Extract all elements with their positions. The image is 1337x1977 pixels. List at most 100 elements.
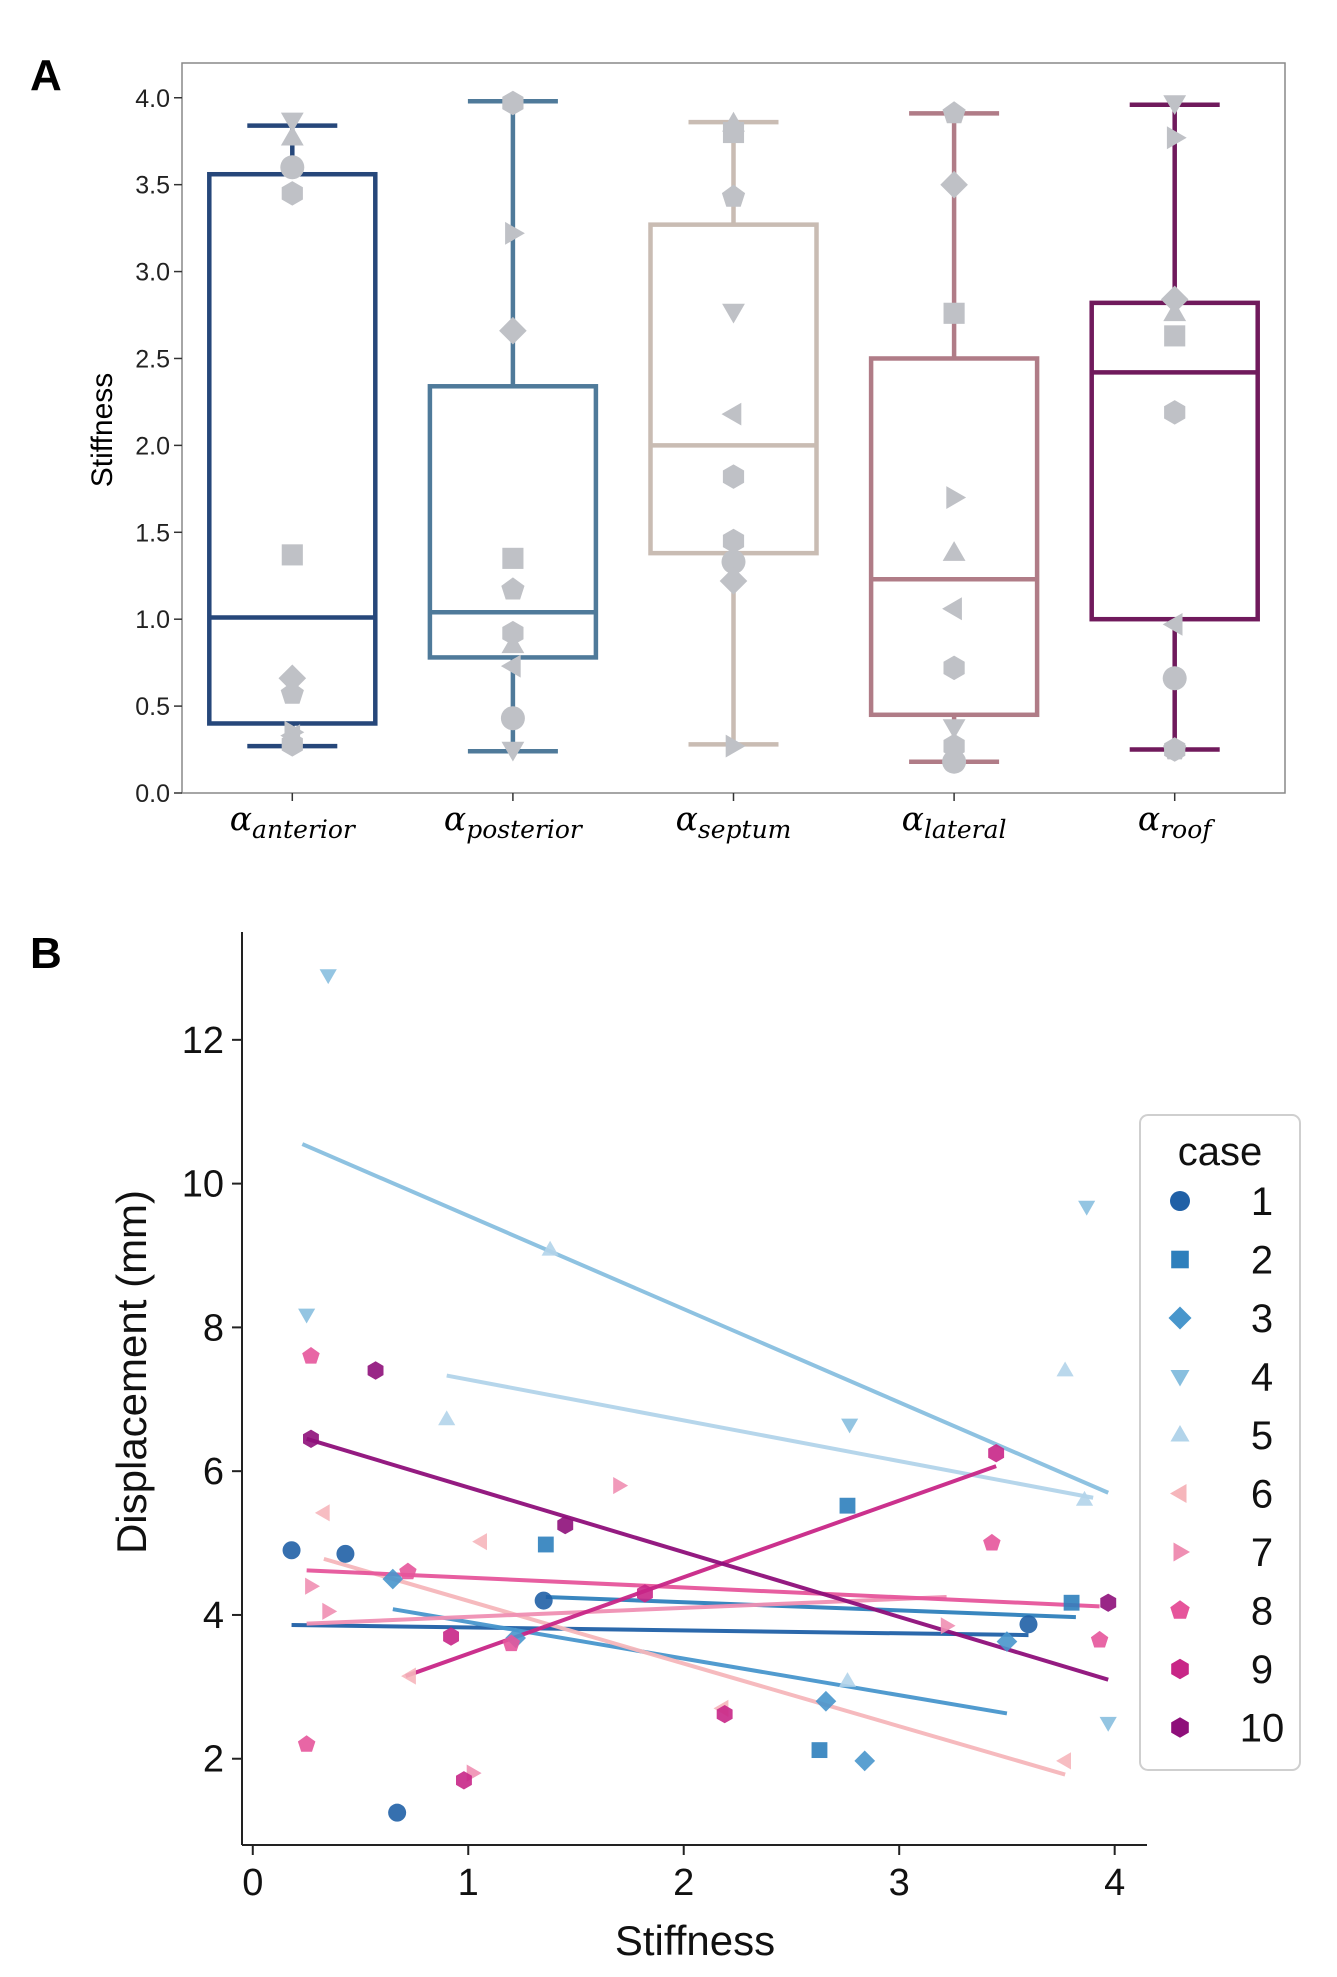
legend-marker-case-1 xyxy=(1170,1191,1190,1211)
point-case-1 xyxy=(336,1544,355,1563)
point-case-7 xyxy=(613,1477,629,1495)
point-case-2 xyxy=(839,1497,856,1514)
panel-a-y-tick-label: 3.0 xyxy=(135,259,170,287)
legend-label-case-4: 4 xyxy=(1251,1356,1273,1400)
point-case-5 xyxy=(1056,1361,1074,1377)
data-point-case-9 xyxy=(281,732,303,757)
fit-line-case-9 xyxy=(405,1464,997,1678)
data-point-case-2 xyxy=(281,544,303,566)
data-point-case-4 xyxy=(501,741,525,762)
iqr-box xyxy=(868,356,1040,718)
legend-marker-case-5 xyxy=(1170,1425,1190,1442)
panel-a-y-tick-label: 3.5 xyxy=(135,172,170,200)
iqr-box xyxy=(1089,300,1260,622)
point-case-8 xyxy=(1090,1630,1109,1648)
data-point-case-1 xyxy=(721,549,746,574)
point-case-4 xyxy=(1078,1200,1096,1216)
point-case-10 xyxy=(1100,1593,1117,1612)
legend: case 1 2 3 4 5 6 7 8 9 10 xyxy=(1139,1114,1301,1771)
data-point-case-6 xyxy=(500,654,521,678)
legend-label-case-9: 9 xyxy=(1251,1648,1273,1692)
data-point-case-3 xyxy=(499,316,527,345)
panel-a-y-tick-label: 2.0 xyxy=(135,432,170,460)
panel-a-y-tick-label: 4.0 xyxy=(135,85,170,113)
panel-a-y-tick-label: 1.5 xyxy=(135,519,170,547)
panel-b-x-tick-label: 3 xyxy=(889,1862,910,1904)
fit-line-case-7 xyxy=(306,1594,947,1626)
legend-item-case-7: 7 xyxy=(1173,1531,1273,1575)
panel-a-y-axis-label: Stiffness xyxy=(86,373,119,488)
point-case-6 xyxy=(314,1504,330,1522)
point-case-2 xyxy=(1063,1594,1080,1611)
data-point-case-3 xyxy=(278,664,307,693)
panel-b-y-tick-label: 2 xyxy=(203,1739,224,1781)
category-label-roof: αroof xyxy=(1138,799,1215,844)
data-point-case-5 xyxy=(942,541,966,561)
point-case-9 xyxy=(443,1627,459,1646)
data-point-case-2 xyxy=(943,302,965,324)
data-point-case-3 xyxy=(940,170,968,199)
data-point-case-10 xyxy=(722,528,745,554)
data-point-case-1 xyxy=(500,706,525,731)
data-point-case-9 xyxy=(943,655,965,681)
data-point-case-6 xyxy=(721,402,742,426)
legend-marker-case-9 xyxy=(1171,1658,1189,1680)
legend-label-case-3: 3 xyxy=(1251,1297,1273,1341)
point-case-8 xyxy=(983,1533,1001,1551)
legend-label-case-1: 1 xyxy=(1251,1180,1273,1224)
legend-label-case-8: 8 xyxy=(1251,1590,1273,1634)
legend-marker-case-6 xyxy=(1170,1484,1187,1503)
panel-b-y-tick-label: 6 xyxy=(203,1451,224,1493)
point-case-1 xyxy=(534,1591,553,1610)
data-point-case-7 xyxy=(725,734,746,758)
point-case-9 xyxy=(456,1771,472,1790)
legend-item-case-8: 8 xyxy=(1170,1590,1273,1634)
point-case-4 xyxy=(298,1308,316,1324)
data-point-case-4 xyxy=(722,303,745,324)
point-case-5 xyxy=(541,1240,559,1256)
iqr-box xyxy=(207,171,378,726)
legend-item-case-2: 2 xyxy=(1171,1239,1273,1283)
point-case-4 xyxy=(841,1418,859,1434)
data-point-case-10 xyxy=(281,181,303,206)
data-point-case-2 xyxy=(1164,325,1186,347)
panel-b-y-tick-label: 8 xyxy=(203,1307,224,1349)
category-label-lateral: αlateral xyxy=(902,799,1007,844)
data-point-case-9 xyxy=(722,464,745,489)
panel-a-y-tick-label: 0.5 xyxy=(135,693,170,721)
data-point-case-1 xyxy=(1162,666,1187,691)
data-point-case-9 xyxy=(1164,400,1186,425)
point-case-10 xyxy=(303,1429,319,1448)
legend-marker-case-2 xyxy=(1171,1250,1189,1269)
legend-label-case-10: 10 xyxy=(1240,1707,1285,1751)
panel-b-y-tick-label: 4 xyxy=(203,1595,224,1637)
fit-line-case-1 xyxy=(291,1623,1029,1638)
data-point-case-5 xyxy=(280,125,304,146)
data-point-case-6 xyxy=(1162,613,1183,636)
box-lateral xyxy=(868,111,1040,764)
fit-line-case-5 xyxy=(446,1373,1094,1500)
point-case-3 xyxy=(815,1690,837,1712)
panel-b-letter: B xyxy=(30,929,62,978)
fit-line-case-3 xyxy=(392,1607,1008,1716)
point-case-1 xyxy=(388,1803,407,1822)
legend-item-case-9: 9 xyxy=(1171,1648,1273,1692)
legend-item-case-3: 3 xyxy=(1168,1297,1273,1341)
data-point-case-8 xyxy=(501,577,525,600)
category-label-anterior: αanterior xyxy=(230,799,357,844)
data-point-case-7 xyxy=(946,486,967,509)
point-case-3 xyxy=(382,1568,404,1590)
data-point-case-8 xyxy=(721,184,746,207)
legend-label-case-2: 2 xyxy=(1251,1239,1273,1283)
data-point-case-9 xyxy=(502,620,524,646)
point-case-8 xyxy=(302,1347,320,1364)
data-point-case-3 xyxy=(719,567,748,595)
data-point-case-5 xyxy=(722,111,745,132)
point-case-10 xyxy=(367,1361,384,1380)
point-case-2 xyxy=(811,1742,828,1759)
panel-b-x-axis-label: Stiffness xyxy=(615,1917,775,1964)
legend-marker-case-4 xyxy=(1170,1370,1190,1387)
panel-a-y-tick-label: 2.5 xyxy=(135,345,170,373)
point-case-9 xyxy=(988,1444,1005,1463)
point-case-8 xyxy=(297,1735,316,1752)
